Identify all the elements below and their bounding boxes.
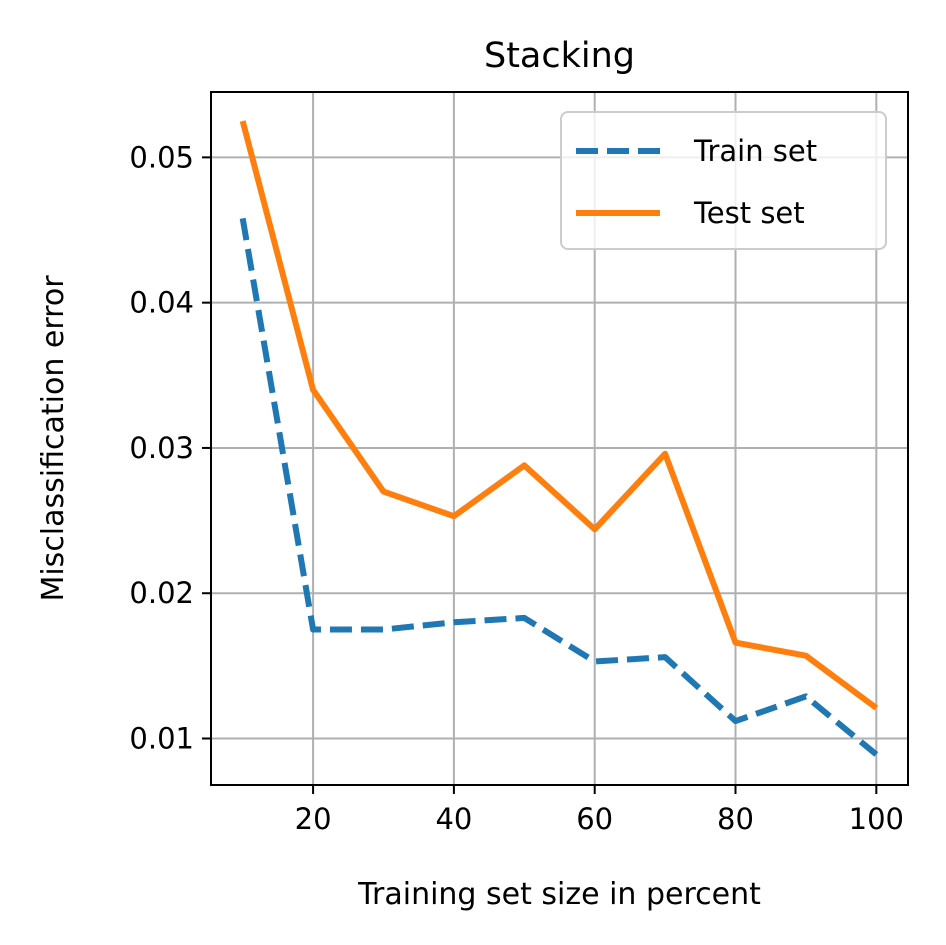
- ticks: 20 40 60 80 100 0.01 0.02 0.03 0.04 0.05: [129, 140, 904, 836]
- x-tick-label: 60: [576, 802, 613, 836]
- x-tick-label: 100: [849, 802, 904, 836]
- plot-frame: [210, 91, 909, 786]
- x-tick-label: 20: [295, 802, 332, 836]
- x-tick-label: 80: [717, 802, 754, 836]
- y-tick-label: 0.04: [129, 286, 194, 320]
- legend: Train set Test set: [560, 111, 887, 250]
- series-line-test-set: [239, 120, 879, 711]
- x-axis-label: Training set size in percent: [357, 877, 761, 912]
- y-tick-label: 0.05: [129, 140, 194, 174]
- series-lines: [239, 120, 879, 757]
- y-tick-label: 0.03: [129, 431, 194, 465]
- legend-label-test-set: Test set: [693, 196, 805, 230]
- series-line-train-set: [239, 217, 879, 757]
- x-tick-label: 40: [435, 802, 472, 836]
- y-axis-label: Misclassification error: [36, 275, 71, 602]
- chart-title: Stacking: [484, 36, 635, 76]
- y-tick-label: 0.02: [129, 576, 194, 610]
- legend-label-train-set: Train set: [693, 134, 817, 168]
- y-tick-label: 0.01: [129, 722, 194, 756]
